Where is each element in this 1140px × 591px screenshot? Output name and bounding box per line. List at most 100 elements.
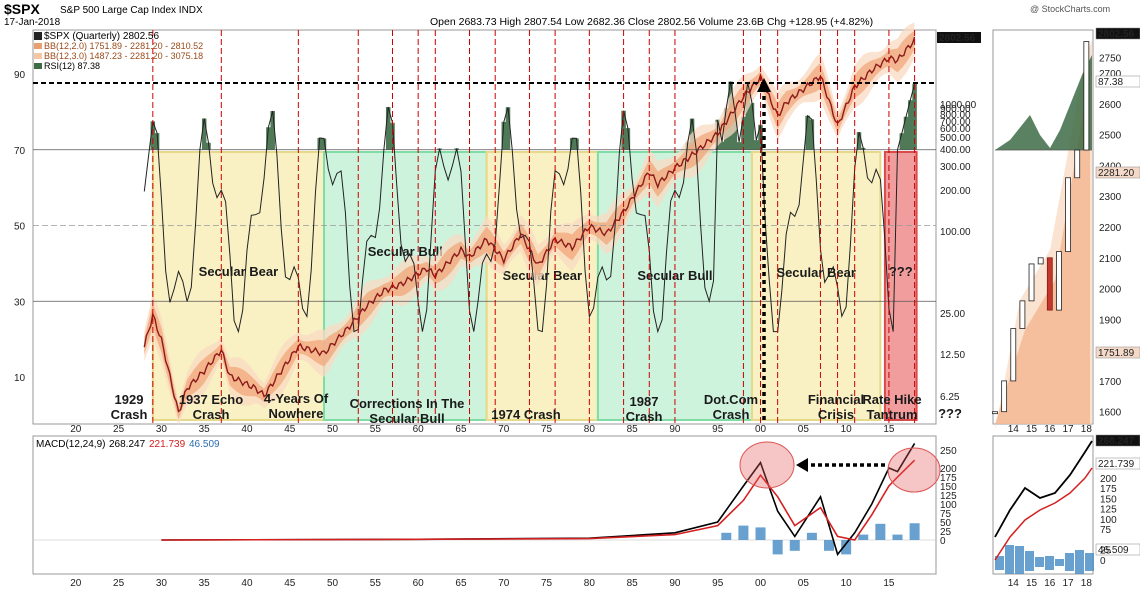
macd-axis-label-50: 50: [940, 518, 952, 529]
macd-legend-name: MACD(12,24,9): [36, 439, 105, 450]
zoom-x-tick-top-18: 18: [1081, 424, 1093, 435]
zoom-candle-4: [1019, 300, 1026, 329]
macd-zoom-bar-10: [1085, 553, 1094, 571]
legend-spx: $SPX (Quarterly) 2802.56: [44, 31, 159, 42]
annotation-corrections-1: Corrections In The: [350, 396, 465, 411]
zoom-rsi-fill: [995, 55, 1092, 150]
x-tick-bottom-20: 20: [70, 578, 82, 589]
macd-histogram-bar-4: [772, 540, 783, 555]
rsi-axis: 10 30 50 70 90: [14, 70, 26, 384]
price-axis-label-25.00: 25.00: [940, 309, 965, 320]
annotation-echo_1937-1: 1937 Echo: [179, 392, 243, 407]
annotation-dotcom-1: Dot.Com: [704, 392, 758, 407]
x-tick-bottom-90: 90: [669, 578, 681, 589]
annotation-rate_hike-1: Rate Hike: [862, 392, 921, 407]
bb-inner-band: [144, 30, 915, 420]
price-axis: 6.25 12.50 25.00 100.00 200.00 300.00 400.0050…: [937, 32, 981, 403]
x-tick-top-05: 05: [798, 424, 810, 435]
zoom-content: [992, 40, 1092, 430]
zoom-value-label-2802.56: 2802.56: [1098, 29, 1135, 40]
rsi-axis-label-90: 90: [14, 70, 26, 81]
zoom-candle-9: [1065, 177, 1071, 253]
zoom-x-tick-bottom-18: 18: [1081, 578, 1093, 589]
zoom-x-tick-bottom-14: 14: [1008, 578, 1020, 589]
zoom-value-badge-87.38: [1095, 75, 1140, 88]
price-axis-label-12.50: 12.50: [940, 350, 965, 361]
price-axis-label-600.00: 600.00: [940, 124, 971, 135]
zone-3: [485, 151, 599, 421]
price-axis-label-2802.56: 2802.56: [939, 33, 976, 44]
macd-axis-label-75: 75: [940, 509, 952, 520]
price-axis-label-500.00: 500.00: [940, 133, 971, 144]
zoom-axis-label-2700: 2700: [1099, 69, 1122, 80]
x-tick-top-75: 75: [541, 424, 553, 435]
macd-histogram-bar-6: [806, 532, 817, 540]
macd-zoom-badge-268.247: [1095, 434, 1140, 447]
zoom-candle-1: [992, 411, 998, 415]
macd-zoom-label-221.739: 221.739: [1098, 459, 1135, 470]
rsi-axis-label-10: 10: [14, 373, 26, 384]
macd-zoom-label-268.247: 268.247: [1098, 436, 1135, 447]
zoom-candle-11: [1083, 41, 1090, 151]
x-tick-bottom-60: 60: [413, 578, 425, 589]
zoom-axis-label-2200: 2200: [1099, 223, 1122, 234]
annotation-crash_1974-1: 1974 Crash: [491, 407, 560, 422]
macd-zoom-badge-46.509: [1095, 543, 1140, 556]
zoom-candle-10: [1074, 149, 1081, 179]
macd-histogram-bar-2: [738, 525, 749, 540]
macd-zoom-bar-5: [1035, 557, 1044, 567]
annotation-rate_hike-2: Tantrum: [866, 407, 917, 422]
zoom-value-label-2281.20: 2281.20: [1098, 168, 1135, 179]
x-tick-bottom-75: 75: [541, 578, 553, 589]
legend: $SPX (Quarterly) 2802.56 BB(12,2.0) 1751…: [34, 31, 203, 71]
zoom-axis-label-1900: 1900: [1099, 315, 1122, 326]
rsi-axis-label-50: 50: [14, 222, 26, 233]
macd-zoom-bar-6: [1045, 556, 1054, 570]
annotation-crash_1987-1: 1987: [630, 394, 659, 409]
zoom-axis-label-2600: 2600: [1099, 100, 1122, 111]
dotcom-arrowhead: [757, 78, 771, 92]
zoom-candle-8: [1056, 251, 1062, 311]
legend-bb1: BB(12,2.0) 1751.89 - 2281.20 - 2810.52: [44, 41, 203, 51]
chart-date: 17-Jan-2018: [4, 17, 61, 28]
annotation-nowhere-2: Nowhere: [269, 406, 324, 421]
macd-axis-label-125: 125: [940, 491, 957, 502]
macd-histogram-bar-9: [858, 534, 869, 540]
zoom-x-tick-bottom-15: 15: [1026, 578, 1038, 589]
zoom-axis-label-2750: 2750: [1099, 54, 1122, 65]
price-axis-label-800.00: 800.00: [940, 110, 971, 121]
x-tick-top-35: 35: [199, 424, 211, 435]
zoom-x-tick-top-17: 17: [1063, 424, 1075, 435]
zoom-x-tick-top-14: 14: [1008, 424, 1020, 435]
zoom-value-badge-1751.89: [1095, 346, 1140, 359]
annotation-unknown: ???: [938, 406, 962, 421]
x-tick-bottom-45: 45: [284, 578, 296, 589]
macd-zoom-bar-4: [1025, 551, 1034, 571]
x-axis: 20 20 25 25 30 30 35 35 40 40 45 45 50 50 55 55 60 60 65 65…: [70, 424, 895, 589]
x-tick-top-40: 40: [241, 424, 253, 435]
legend-spx-swatch: [34, 32, 42, 40]
legend-rsi-swatch: [34, 63, 42, 69]
peak-2018-circle: [887, 447, 941, 493]
zoom-x-tick-bottom-17: 17: [1063, 578, 1075, 589]
x-tick-bottom-35: 35: [199, 578, 211, 589]
legend-bb2-swatch: [34, 53, 42, 59]
annotation-financial-1: Financial: [808, 392, 864, 407]
macd-axis-label-250: 250: [940, 446, 957, 457]
macd-line-path: [161, 442, 916, 557]
macd-zoom-bar-8: [1065, 553, 1074, 571]
zoom-value-badge-2802.56: [1095, 27, 1140, 40]
x-tick-top-20: 20: [70, 424, 82, 435]
annotation-dotcom-2: Crash: [713, 407, 750, 422]
macd-zoom-axis-100: 100: [1100, 515, 1117, 526]
price-axis-badge: [937, 32, 981, 43]
price-axis-label-100.00: 100.00: [940, 227, 971, 238]
annotation-nowhere-1: 4-Years Of: [264, 391, 329, 406]
x-tick-top-55: 55: [370, 424, 382, 435]
zoom-x-axis: 14 14 15 15 16 16 17 17 18 18: [1008, 424, 1093, 589]
macd-zoom-line: [994, 440, 1093, 538]
zoom-bb-inner: [995, 60, 1090, 424]
zoom-axis-label-2000: 2000: [1099, 285, 1122, 296]
annotation-echo_1937-2: Crash: [193, 407, 230, 422]
zoom-x-tick-top-16: 16: [1044, 424, 1056, 435]
